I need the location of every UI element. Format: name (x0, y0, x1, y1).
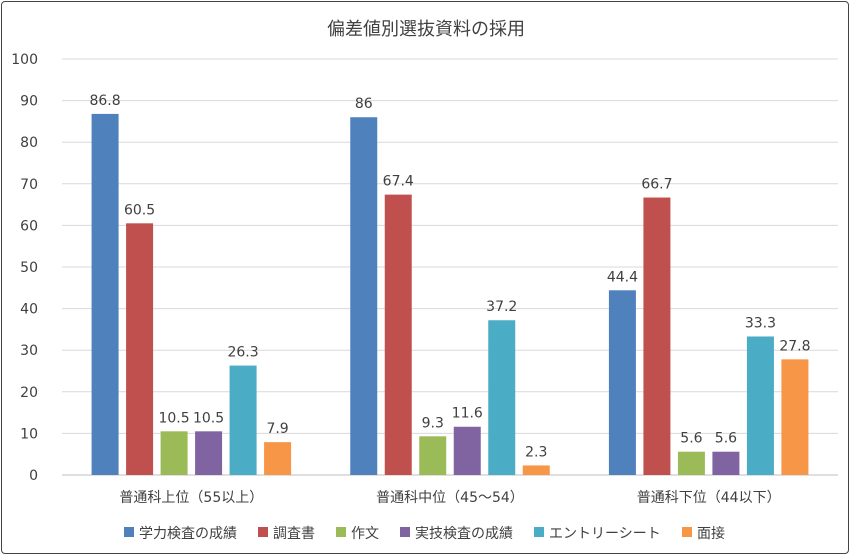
data-label: 26.3 (227, 345, 258, 361)
legend-label: 実技検査の成績 (415, 526, 513, 542)
x-tick-label: 普通科上位（55以上） (119, 490, 263, 506)
data-label: 33.3 (745, 315, 776, 331)
data-label: 86.8 (89, 93, 120, 109)
bar (195, 431, 223, 475)
bar (608, 290, 636, 475)
data-label: 60.5 (124, 202, 155, 218)
x-axis: 普通科上位（55以上） 普通科中位（45～54） 普通科下位（44以下） (119, 490, 780, 506)
bar (522, 465, 550, 475)
legend-label: 面接 (697, 525, 725, 542)
legend-label: 作文 (351, 526, 379, 542)
bar (488, 320, 516, 475)
legend-swatch (682, 527, 692, 537)
legend: 学力検査の成績 調査書 作文 実技検査の成績 エントリーシート 面接 (124, 525, 725, 542)
bar (746, 336, 774, 475)
bar (91, 113, 119, 476)
legend-swatch (534, 527, 544, 537)
data-label: 5.6 (715, 431, 737, 447)
x-tick-label: 普通科中位（45～54） (376, 490, 524, 506)
x-tick-label: 普通科下位（44以下） (637, 490, 781, 506)
y-tick-label: 70 (20, 177, 38, 193)
legend-swatch (400, 527, 410, 537)
data-label: 10.5 (193, 410, 224, 426)
bar (229, 365, 257, 475)
data-label: 66.7 (641, 177, 672, 193)
bar (160, 431, 188, 475)
data-label: 44.4 (607, 269, 638, 285)
bar (643, 197, 671, 475)
y-tick-label: 100 (11, 52, 38, 68)
y-tick-label: 80 (20, 135, 38, 151)
y-tick-label: 50 (20, 260, 38, 276)
bar (264, 442, 292, 475)
data-label: 10.5 (158, 410, 189, 426)
data-label: 86 (355, 96, 373, 112)
legend-label: 学力検査の成績 (139, 526, 237, 542)
data-label: 27.8 (779, 338, 810, 354)
y-tick-label: 30 (20, 343, 38, 359)
y-tick-label: 60 (20, 218, 38, 234)
data-label: 7.9 (266, 421, 288, 437)
bar (781, 359, 809, 475)
bar (677, 451, 705, 475)
y-tick-label: 90 (20, 94, 38, 110)
gridlines (62, 58, 838, 476)
bar (419, 436, 447, 475)
data-label: 67.4 (383, 174, 414, 190)
y-tick-label: 40 (20, 302, 38, 318)
bar (350, 117, 378, 476)
y-tick-label: 10 (20, 426, 38, 442)
y-tick-label: 20 (20, 385, 38, 401)
data-label: 9.3 (422, 415, 444, 431)
legend-label: エントリーシート (549, 526, 661, 542)
bar (712, 451, 740, 475)
y-tick-label: 0 (29, 468, 38, 484)
data-label: 37.2 (486, 299, 517, 315)
y-axis: 0 10 20 30 40 50 60 70 80 90 100 (11, 52, 38, 484)
data-label: 2.3 (525, 444, 547, 460)
bar (384, 194, 412, 475)
chart-title: 偏差値別選抜資料の採用 (327, 19, 525, 40)
legend-label: 調査書 (273, 526, 315, 542)
legend-swatch (258, 527, 268, 537)
data-label: 5.6 (680, 431, 702, 447)
bar (126, 223, 154, 475)
data-label: 11.6 (452, 406, 483, 422)
legend-swatch (336, 527, 346, 537)
legend-swatch (124, 527, 134, 537)
bar (453, 426, 481, 475)
bars: 86.8 60.5 10.5 10.5 26.3 7.9 86 67.4 9.3 11.6 37.2… (89, 93, 811, 476)
